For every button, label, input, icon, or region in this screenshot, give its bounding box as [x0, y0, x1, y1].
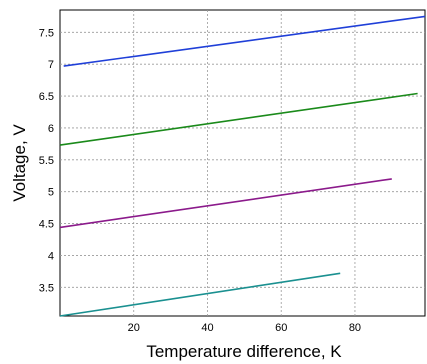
y-tick-label: 7.5 [39, 27, 54, 39]
y-tick-label: 5.5 [39, 155, 54, 167]
grid [60, 10, 425, 316]
series-line-3 [59, 178, 392, 229]
series-line-2 [59, 92, 418, 146]
plot-area [59, 9, 426, 317]
series-line-4 [59, 272, 341, 317]
x-tick-label: 60 [275, 322, 287, 334]
x-tick-label: 80 [349, 322, 361, 334]
y-tick-label: 5 [48, 187, 54, 199]
series-lines [59, 15, 426, 317]
y-axis-label: Voltage, V [10, 124, 29, 202]
x-tick-label: 40 [201, 322, 213, 334]
x-axis-label: Temperature difference, K [146, 342, 342, 361]
y-tick-label: 3.5 [39, 282, 54, 294]
y-tick-label: 4.5 [39, 219, 54, 231]
tick-labels: 20 40 60 80 3.5 4 4.5 5 5.5 6 6.5 7 7.5 [39, 27, 361, 334]
series-line-1 [63, 15, 426, 67]
y-tick-label: 6.5 [39, 91, 54, 103]
y-tick-label: 7 [48, 59, 54, 71]
x-tick-label: 20 [128, 322, 140, 334]
y-tick-label: 6 [48, 123, 54, 135]
y-tick-label: 4 [48, 250, 54, 262]
